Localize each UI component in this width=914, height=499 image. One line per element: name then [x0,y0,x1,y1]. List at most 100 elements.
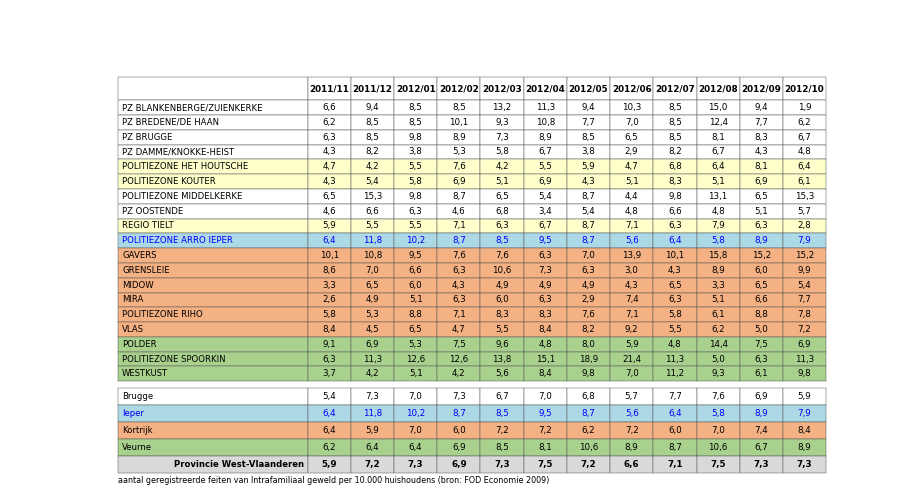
Bar [611,278,654,292]
Text: 4,7: 4,7 [452,325,466,334]
Bar [696,189,739,204]
Bar [118,77,308,100]
Text: 8,5: 8,5 [495,443,509,452]
Text: 6,2: 6,2 [323,443,336,452]
Text: 6,4: 6,4 [366,443,379,452]
Text: 8,6: 8,6 [323,266,336,275]
Text: 6,3: 6,3 [581,266,595,275]
Text: 6,3: 6,3 [668,295,682,304]
Bar [567,456,610,473]
Bar [696,456,739,473]
Bar [351,292,394,307]
Bar [739,405,783,422]
Text: 6,7: 6,7 [495,392,509,401]
Bar [739,337,783,352]
Text: REGIO TIELT: REGIO TIELT [122,222,174,231]
Bar [351,337,394,352]
Bar [437,439,481,456]
Bar [308,422,351,439]
Bar [481,292,524,307]
Text: 11,3: 11,3 [795,355,814,364]
Bar [654,248,696,263]
Bar [308,263,351,278]
Text: 4,9: 4,9 [495,280,509,289]
Text: 4,2: 4,2 [495,162,509,171]
Bar [696,159,739,174]
Text: 13,9: 13,9 [622,251,642,260]
Bar [567,307,610,322]
Bar [394,189,437,204]
Bar [394,130,437,145]
Text: 7,0: 7,0 [625,118,639,127]
Text: 3,4: 3,4 [538,207,552,216]
Text: 2011/12: 2011/12 [353,84,392,93]
Text: 5,1: 5,1 [409,369,422,378]
Text: 15,2: 15,2 [751,251,771,260]
Bar [481,337,524,352]
Bar [654,322,696,337]
Text: 7,9: 7,9 [711,222,725,231]
Text: 5,8: 5,8 [711,409,725,418]
Bar [394,292,437,307]
Text: 4,6: 4,6 [323,207,336,216]
Bar [351,145,394,159]
Text: 6,3: 6,3 [538,295,552,304]
Bar [394,234,437,248]
Bar [654,405,696,422]
Bar [696,278,739,292]
Text: 6,2: 6,2 [581,426,595,435]
Text: 9,9: 9,9 [798,266,812,275]
Bar [351,174,394,189]
Text: 6,5: 6,5 [668,280,682,289]
Text: 2,9: 2,9 [581,295,595,304]
Text: 8,4: 8,4 [323,325,336,334]
Text: 5,8: 5,8 [323,310,336,319]
Text: 11,3: 11,3 [536,103,555,112]
Text: GRENSLEIE: GRENSLEIE [122,266,170,275]
Bar [739,159,783,174]
Bar [351,388,394,405]
Bar [783,159,826,174]
Bar [567,100,610,115]
Bar [118,366,308,381]
Text: 15,0: 15,0 [708,103,728,112]
Text: 11,3: 11,3 [363,355,382,364]
Bar [611,337,654,352]
Text: 8,4: 8,4 [798,426,812,435]
Text: 6,4: 6,4 [409,443,422,452]
Bar [351,263,394,278]
Text: 13,8: 13,8 [493,355,512,364]
Bar [696,388,739,405]
Text: 7,4: 7,4 [754,426,768,435]
Bar [611,422,654,439]
Bar [696,77,739,100]
Text: 8,5: 8,5 [366,133,379,142]
Text: 6,9: 6,9 [452,443,465,452]
Text: 10,8: 10,8 [363,251,382,260]
Bar [481,204,524,219]
Text: 4,3: 4,3 [452,280,466,289]
Bar [567,439,610,456]
Text: 11,2: 11,2 [665,369,685,378]
Bar [481,366,524,381]
Text: 9,8: 9,8 [409,133,422,142]
Text: 6,4: 6,4 [323,409,336,418]
Text: 2012/03: 2012/03 [483,84,522,93]
Bar [308,248,351,263]
Text: 15,2: 15,2 [795,251,814,260]
Bar [394,352,437,366]
Text: 13,2: 13,2 [493,103,512,112]
Text: 7,9: 7,9 [798,409,812,418]
Text: 8,9: 8,9 [625,443,639,452]
Bar [696,100,739,115]
Text: 6,4: 6,4 [668,409,682,418]
Text: 8,1: 8,1 [538,443,552,452]
Text: 5,5: 5,5 [409,162,422,171]
Text: 7,2: 7,2 [798,325,812,334]
Bar [118,204,308,219]
Text: 6,5: 6,5 [625,133,639,142]
Text: 7,3: 7,3 [494,460,510,469]
Bar [783,439,826,456]
Bar [739,204,783,219]
Bar [739,234,783,248]
